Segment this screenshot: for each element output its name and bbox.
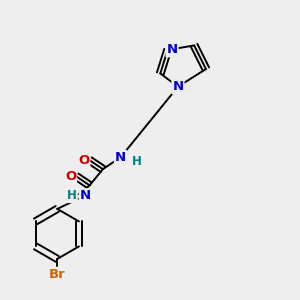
Text: Br: Br <box>49 268 66 281</box>
Text: O: O <box>78 154 89 167</box>
Text: N: N <box>115 151 126 164</box>
Text: N: N <box>172 80 184 93</box>
Text: H: H <box>132 155 142 168</box>
Text: N: N <box>80 189 91 202</box>
Text: H: H <box>67 189 77 202</box>
Text: N: N <box>167 44 178 56</box>
Text: O: O <box>65 170 76 183</box>
